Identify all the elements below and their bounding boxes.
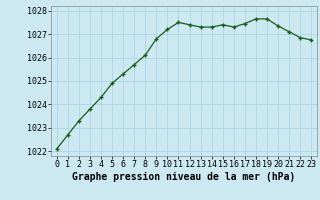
X-axis label: Graphe pression niveau de la mer (hPa): Graphe pression niveau de la mer (hPa): [72, 172, 296, 182]
